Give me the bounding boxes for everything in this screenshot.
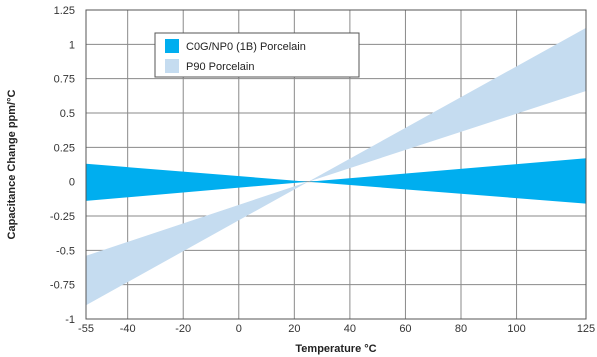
x-tick-label: 40 xyxy=(344,323,356,335)
x-tick-label: -55 xyxy=(78,323,94,335)
y-axis-title: Capacitance Change ppm/°C xyxy=(6,90,18,240)
x-tick-labels: -55 -40 -20 0 20 40 60 80 100 125 xyxy=(78,323,595,335)
y-tick-label: 0.25 xyxy=(54,142,75,154)
legend-label-p90: P90 Porcelain xyxy=(186,61,255,73)
plot-frame xyxy=(85,9,587,320)
legend-label-c0g-np0: C0G/NP0 (1B) Porcelain xyxy=(186,41,306,53)
x-tick-label: 80 xyxy=(455,323,467,335)
x-tick-label: 20 xyxy=(288,323,300,335)
y-tick-label: 0 xyxy=(69,177,75,189)
y-tick-label: -0.5 xyxy=(56,245,75,257)
y-tick-label: 0.5 xyxy=(60,108,75,120)
series-areas xyxy=(86,27,586,306)
series-area-c0g-np0 xyxy=(86,158,586,204)
x-tick-label: -20 xyxy=(175,323,191,335)
x-tick-label: -40 xyxy=(120,323,136,335)
legend-swatch-c0g-np0 xyxy=(165,39,179,53)
series-area-p90 xyxy=(86,27,586,306)
y-tick-label: 1.25 xyxy=(54,5,75,17)
y-tick-label: -0.75 xyxy=(50,280,75,292)
legend-swatch-p90 xyxy=(165,59,179,73)
x-tick-label: 60 xyxy=(399,323,411,335)
x-tick-label: 100 xyxy=(507,323,525,335)
y-tick-label: -0.25 xyxy=(50,211,75,223)
x-tick-label: 0 xyxy=(236,323,242,335)
y-tick-label: 1 xyxy=(69,39,75,51)
x-axis-title: Temperature °C xyxy=(295,343,376,355)
y-tick-label: -1 xyxy=(65,314,75,326)
x-tick-label: 125 xyxy=(577,323,595,335)
legend: C0G/NP0 (1B) Porcelain P90 Porcelain xyxy=(154,32,360,78)
y-tick-label: 0.75 xyxy=(54,74,75,86)
legend-box xyxy=(154,32,360,78)
y-tick-labels: -1 -0.75 -0.5 -0.25 0 0.25 0.5 0.75 1 1.25 xyxy=(50,5,75,326)
